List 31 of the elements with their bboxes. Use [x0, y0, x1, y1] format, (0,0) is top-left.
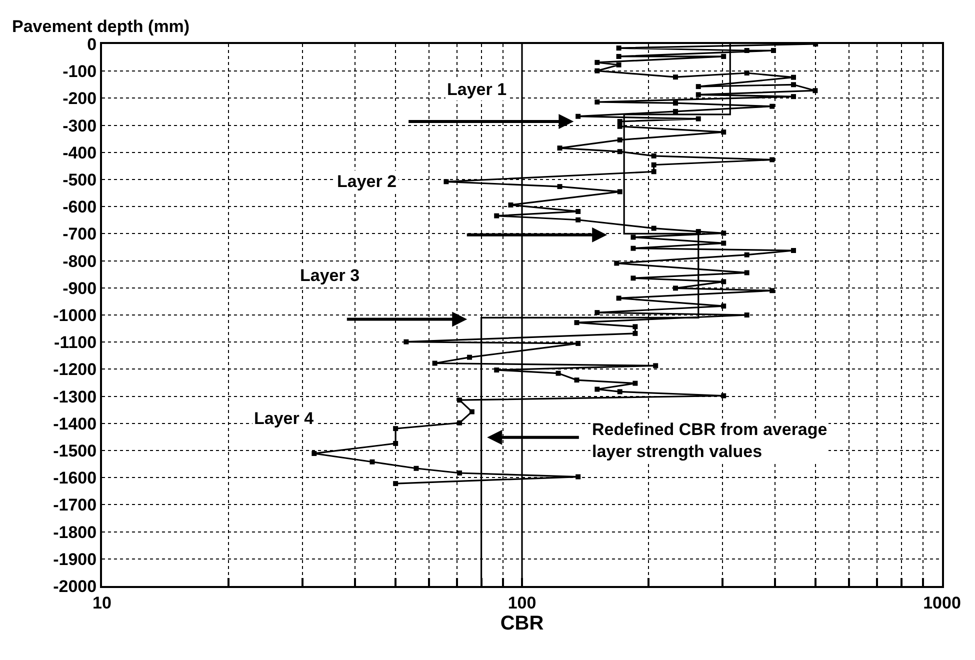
annotation: Layer 3 — [300, 266, 360, 285]
y-tick-label: -1100 — [54, 333, 97, 352]
y-tick-label: -1300 — [53, 387, 97, 406]
annotation: Redefined CBR from average layer strength values — [592, 420, 828, 462]
y-tick-label: -400 — [62, 143, 97, 162]
y-tick-label: -1000 — [53, 306, 97, 325]
y-tick-label: -2000 — [53, 576, 97, 596]
y-tick-label: -1900 — [53, 550, 97, 569]
x-axis-title: CBR — [500, 612, 544, 634]
y-tick-label: -600 — [62, 198, 97, 217]
y-tick-label: -1400 — [53, 414, 97, 434]
y-tick-label: -1500 — [53, 441, 97, 460]
y-tick-label: -1200 — [53, 360, 97, 380]
annotation: Layer 2 — [337, 172, 397, 191]
x-tick-label: 100 — [508, 593, 536, 612]
annotation: Layer 4 — [254, 409, 314, 428]
y-tick-label: -100 — [62, 62, 97, 82]
y-tick-label: -900 — [62, 278, 97, 298]
y-tick-label: -1700 — [53, 496, 97, 515]
y-tick-label: -800 — [62, 252, 97, 271]
y-tick-label: -1800 — [53, 522, 97, 542]
y-tick-label: 0 — [87, 34, 97, 54]
x-tick-label: 1000 — [923, 593, 961, 612]
y-tick-label: -1600 — [53, 468, 97, 488]
y-axis-title: Pavement depth (mm) — [12, 17, 190, 36]
y-tick-label: -500 — [62, 170, 97, 190]
y-tick-label: -200 — [62, 89, 97, 108]
y-tick-label: -300 — [62, 116, 97, 136]
x-tick-label: 10 — [92, 593, 112, 612]
annotation: Layer 1 — [447, 80, 507, 99]
y-tick-label: -700 — [62, 224, 97, 244]
